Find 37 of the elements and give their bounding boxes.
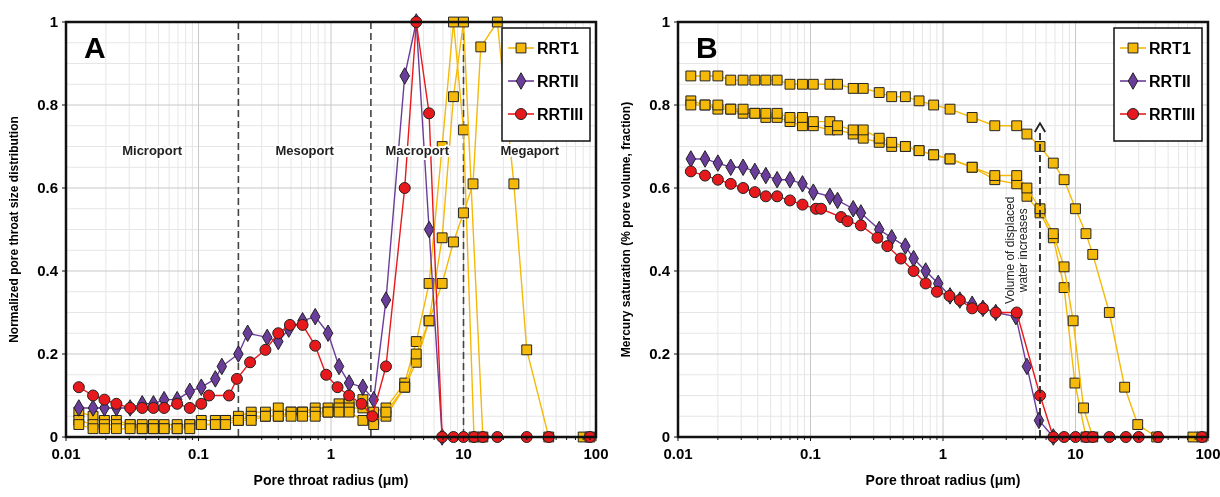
y-axis-title: Normalized pore throat size distribution xyxy=(7,116,21,343)
y-axis-title: Mercury saturation (% pore volume, fraction) xyxy=(619,101,633,358)
y-tick-label: 0.8 xyxy=(649,96,670,113)
x-tick-label: 0.01 xyxy=(51,445,81,462)
annotation: Mesoport xyxy=(275,142,335,158)
x-tick-label: 100 xyxy=(583,445,609,462)
x-tick-label: 0.01 xyxy=(663,445,693,462)
y-tick-label: 0.2 xyxy=(37,345,58,362)
y-tick-label: 0.8 xyxy=(37,96,58,113)
legend-label: RRTIII xyxy=(1149,106,1196,123)
x-tick-label: 100 xyxy=(1195,445,1220,462)
y-tick-label: 0.6 xyxy=(37,179,58,196)
y-tick-label: 0 xyxy=(49,428,58,445)
y-tick-label: 0.6 xyxy=(649,179,670,196)
x-axis-title: Pore throat radius (μm) xyxy=(253,472,409,488)
y-tick-label: 1 xyxy=(49,13,58,30)
legend-label: RRTIII xyxy=(537,106,584,123)
y-tick-label: 0.2 xyxy=(649,345,670,362)
x-tick-label: 1 xyxy=(938,445,948,462)
x-tick-label: 0.1 xyxy=(800,445,821,462)
chart-title: A xyxy=(84,31,106,64)
x-tick-label: 1 xyxy=(326,445,336,462)
y-tick-label: 0.4 xyxy=(37,262,59,279)
legend-label: RRT1 xyxy=(537,40,579,57)
y-tick-label: 0 xyxy=(661,428,670,445)
annotation: Microport xyxy=(122,142,183,158)
legend-label: RRTII xyxy=(1149,73,1191,90)
legend-label: RRT1 xyxy=(1149,40,1191,57)
x-tick-label: 10 xyxy=(1067,445,1084,462)
x-tick-label: 10 xyxy=(455,445,472,462)
y-tick-label: 1 xyxy=(661,13,670,30)
annotation: Volume of displaced water increases xyxy=(1002,196,1030,304)
y-tick-label: 0.4 xyxy=(649,262,671,279)
x-tick-label: 0.1 xyxy=(188,445,209,462)
legend-label: RRTII xyxy=(537,73,579,90)
x-axis-title: Pore throat radius (μm) xyxy=(865,472,1021,488)
chart-title: B xyxy=(696,31,718,64)
